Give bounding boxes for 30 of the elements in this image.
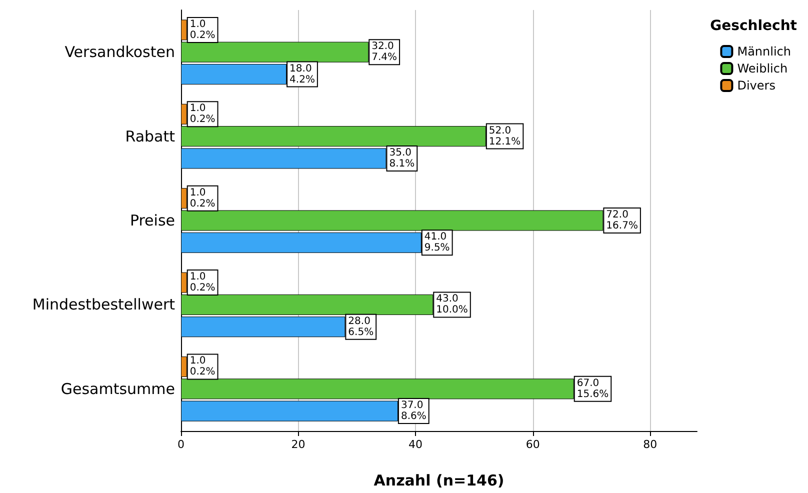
data-label: 1.0 0.2% <box>190 103 216 126</box>
data-label: 43.0 10.0% <box>436 294 468 316</box>
data-label: 41.0 9.5% <box>424 232 450 254</box>
y-tick-label: Rabatt <box>125 127 176 146</box>
legend-label: Männlich <box>737 44 792 58</box>
x-tick-label: 80 <box>643 438 658 451</box>
x-tick-label: 40 <box>408 438 423 451</box>
legend-label: Weiblich <box>737 62 788 76</box>
x-tick-label: 0 <box>178 438 184 451</box>
data-label: 1.0 0.2% <box>190 272 216 294</box>
data-label: 32.0 7.4% <box>372 41 398 64</box>
y-tick-label: Versandkosten <box>64 43 175 62</box>
data-label: 52.0 12.1% <box>488 125 521 148</box>
data-label: 37.0 8.6% <box>400 400 426 422</box>
data-label: 18.0 4.2% <box>290 63 315 86</box>
data-label: 1.0 0.2% <box>190 187 216 210</box>
data-label: 67.0 15.6% <box>576 378 609 400</box>
data-label: 1.0 0.2% <box>190 356 216 378</box>
data-label: 72.0 16.7% <box>606 210 638 232</box>
x-axis-title: Anzahl (n=146) <box>374 472 504 490</box>
x-tick-label: 20 <box>291 438 306 451</box>
data-label: 28.0 6.5% <box>348 316 374 338</box>
y-tick-label: Mindestbestellwert <box>32 296 176 314</box>
data-label: 35.0 8.1% <box>389 147 415 170</box>
legend-title: Geschlecht <box>710 18 798 34</box>
legend-label: Divers <box>737 78 776 92</box>
y-tick-label: Gesamtsumme <box>60 380 175 398</box>
x-tick-label: 60 <box>526 438 540 451</box>
data-label: 1.0 0.2% <box>190 18 216 41</box>
y-tick-label: Preise <box>130 212 175 230</box>
